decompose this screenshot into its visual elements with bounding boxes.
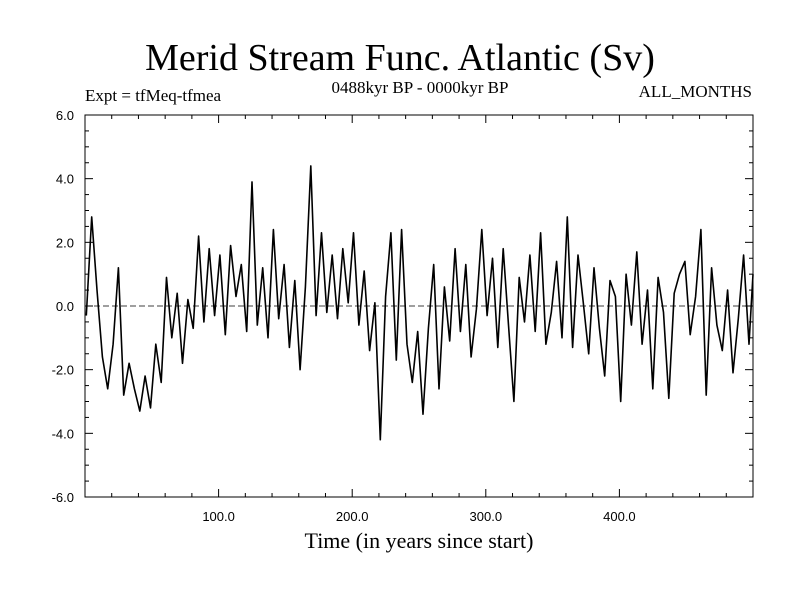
x-tick-label: 100.0 (202, 509, 235, 524)
y-tick-label: 2.0 (56, 235, 74, 250)
y-tick-label: -4.0 (52, 426, 74, 441)
time-range-label: 0488kyr BP - 0000kyr BP (331, 78, 509, 97)
chart-title: Merid Stream Func. Atlantic (Sv) (145, 37, 655, 79)
y-tick-label: 0.0 (56, 299, 74, 314)
series-line (85, 165, 754, 441)
experiment-label: Expt = tfMeq-tfmea (85, 86, 222, 105)
y-tick-label: 6.0 (56, 108, 74, 123)
x-tick-label: 300.0 (470, 509, 503, 524)
y-axis: -6.0 -4.0 -2.0 0.0 2.0 4.0 6.0 (52, 108, 753, 505)
x-tick-label: 400.0 (603, 509, 636, 524)
y-tick-label: -6.0 (52, 490, 74, 505)
x-axis-label: Time (in years since start) (304, 528, 534, 553)
x-axis: 100.0 200.0 300.0 400.0 (111, 115, 727, 524)
y-tick-label: -2.0 (52, 363, 74, 378)
y-tick-label: 4.0 (56, 172, 74, 187)
months-label: ALL_MONTHS (638, 82, 752, 101)
x-tick-label: 200.0 (336, 509, 369, 524)
